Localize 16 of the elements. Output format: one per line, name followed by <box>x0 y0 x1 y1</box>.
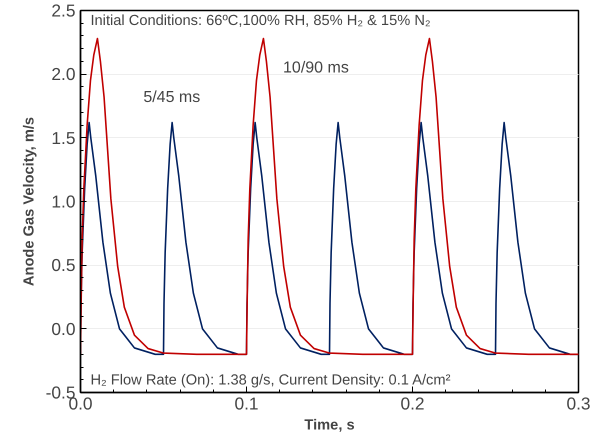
x-tick-label: 0.3 <box>566 394 591 414</box>
x-tick-label: 0.2 <box>400 394 425 414</box>
annotation: Initial Conditions: 66ºC,100% RH, 85% H₂ & 15% N₂ <box>90 13 431 30</box>
series-label: 10/90 ms <box>283 60 349 77</box>
y-tick-label: 1.0 <box>51 192 76 212</box>
y-tick-label: 2.0 <box>51 64 76 84</box>
y-tick-label: 0.5 <box>51 255 76 276</box>
line-series <box>80 38 578 356</box>
y-tick-label: 2.5 <box>51 0 76 20</box>
y-axis-title: Anode Gas Velocity, m/s <box>22 116 38 286</box>
y-tick-label: 0.0 <box>51 318 76 339</box>
y-tick-label: 1.5 <box>51 128 76 148</box>
x-tick-label: 0.1 <box>234 394 259 414</box>
annotation: H₂ Flow Rate (On): 1.38 g/s, Current Density: 0.1 A/cm² <box>90 372 451 389</box>
series-label: 5/45 ms <box>143 89 200 106</box>
x-axis-title: Time, s <box>304 418 355 434</box>
